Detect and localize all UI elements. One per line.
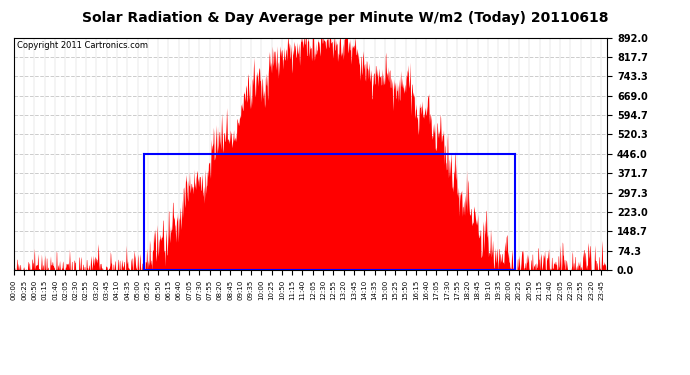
Text: Copyright 2011 Cartronics.com: Copyright 2011 Cartronics.com bbox=[17, 41, 148, 50]
Text: Solar Radiation & Day Average per Minute W/m2 (Today) 20110618: Solar Radiation & Day Average per Minute… bbox=[81, 11, 609, 25]
